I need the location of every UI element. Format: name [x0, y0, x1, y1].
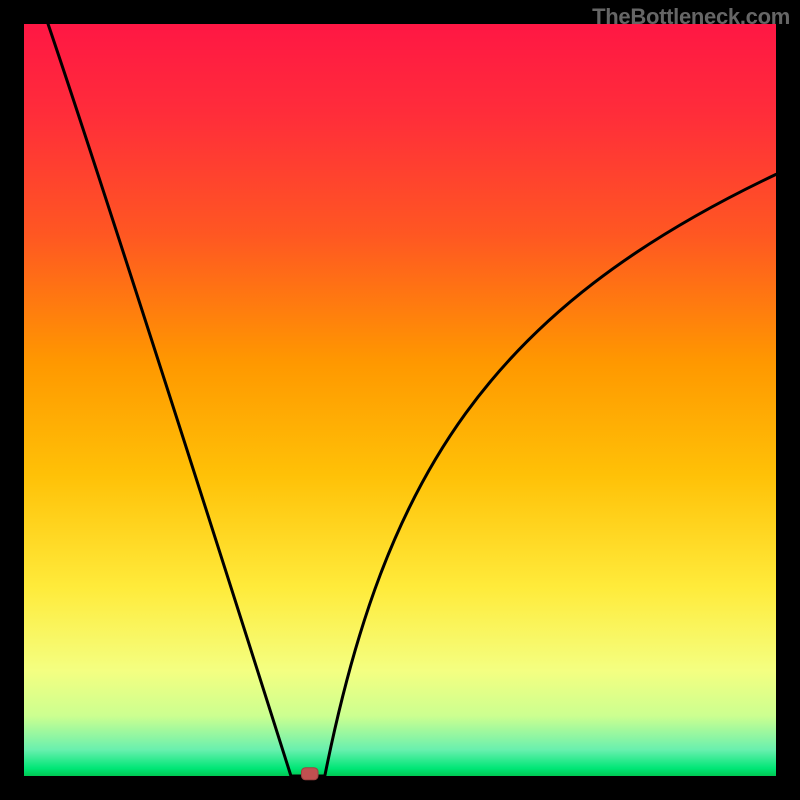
optimal-point-marker	[301, 768, 318, 780]
chart-container: TheBottleneck.com	[0, 0, 800, 800]
watermark-text: TheBottleneck.com	[592, 4, 790, 30]
plot-area	[24, 24, 776, 776]
bottleneck-chart-svg	[0, 0, 800, 800]
